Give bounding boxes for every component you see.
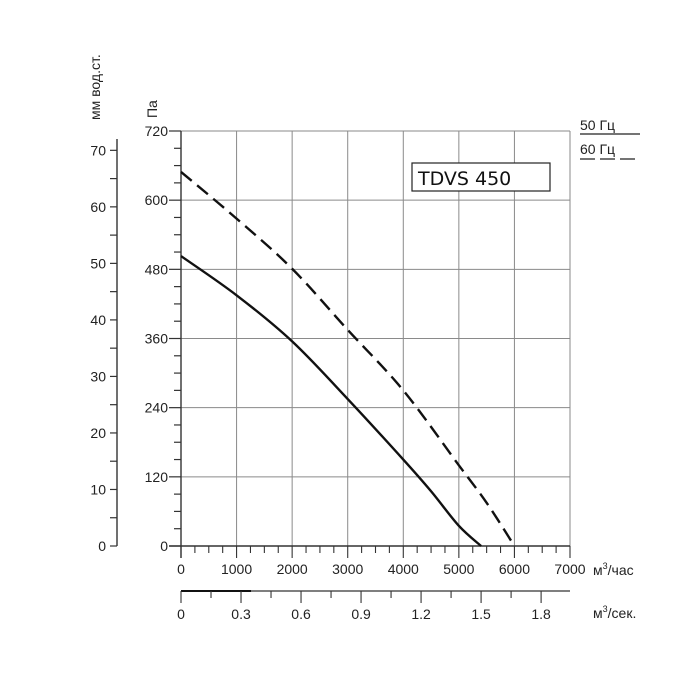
mm-axis-tick-label: 70	[90, 142, 106, 158]
x-axis-tick-label: 2000	[277, 561, 308, 577]
x-axis-tick-label: 1000	[221, 561, 252, 577]
mm-axis-tick-label: 50	[90, 255, 106, 271]
svg-text:м3/сек.: м3/сек.	[593, 604, 636, 621]
mm-axis-tick-label: 40	[90, 312, 106, 328]
x-axis-secondary-tick-label: 0.6	[291, 606, 311, 622]
pa-axis-tick-label: 120	[145, 469, 169, 485]
plot-grid	[180, 130, 571, 547]
x-axis-secondary-tick-label: 1.2	[411, 606, 431, 622]
x-axis-secondary-tick-label: 1.8	[531, 606, 551, 622]
chart-axes: 0 120 240 360 480 600 720 0 10 20 30 40 50 60 70 0 1000 2…	[90, 123, 585, 622]
curve-60hz	[180, 171, 516, 547]
left-unit-label: мм вод.ст.	[87, 54, 103, 120]
pa-axis-tick-label: 0	[160, 538, 168, 554]
x-axis-secondary-tick-label: 0.3	[231, 606, 251, 622]
x-axis-tick-label: 6000	[499, 561, 530, 577]
x-axis-tick-label: 3000	[332, 561, 363, 577]
model-label-box: TDVS 450	[411, 162, 551, 192]
mm-axis-tick-label: 0	[98, 538, 106, 554]
curve-50hz	[180, 255, 482, 547]
x-axis-tick-label: 7000	[554, 561, 585, 577]
pa-axis-tick-label: 240	[145, 400, 169, 416]
svg-text:м3/час: м3/час	[593, 561, 634, 578]
x-axis-secondary-tick-label: 1.5	[471, 606, 491, 622]
pa-axis-tick-label: 720	[145, 123, 169, 139]
mm-axis-tick-label: 10	[90, 481, 106, 497]
x-axis-tick-label: 0	[177, 561, 185, 577]
pa-axis-tick-label: 600	[145, 192, 169, 208]
legend-60hz-label: 60 Гц	[580, 141, 615, 157]
x-axis-tick-label: 4000	[388, 561, 419, 577]
pa-axis-tick-label: 480	[145, 261, 169, 277]
x-axis-secondary-tick-label: 0.9	[351, 606, 371, 622]
mm-axis-tick-label: 60	[90, 199, 106, 215]
x-unit-sec-label: м3/сек.	[593, 604, 636, 621]
performance-curves	[180, 171, 516, 547]
pa-unit-label: Па	[144, 100, 160, 118]
mm-axis-tick-label: 30	[90, 368, 106, 384]
model-label: TDVS 450	[417, 168, 511, 190]
legend: 50 Гц 60 Гц	[580, 117, 640, 160]
pa-axis-tick-label: 360	[145, 331, 169, 347]
legend-50hz-label: 50 Гц	[580, 117, 615, 133]
x-unit-hour-label: м3/час	[593, 561, 634, 578]
mm-axis-tick-label: 20	[90, 425, 106, 441]
x-axis-tick-label: 5000	[443, 561, 474, 577]
x-axis-secondary-tick-label: 0	[177, 606, 185, 622]
